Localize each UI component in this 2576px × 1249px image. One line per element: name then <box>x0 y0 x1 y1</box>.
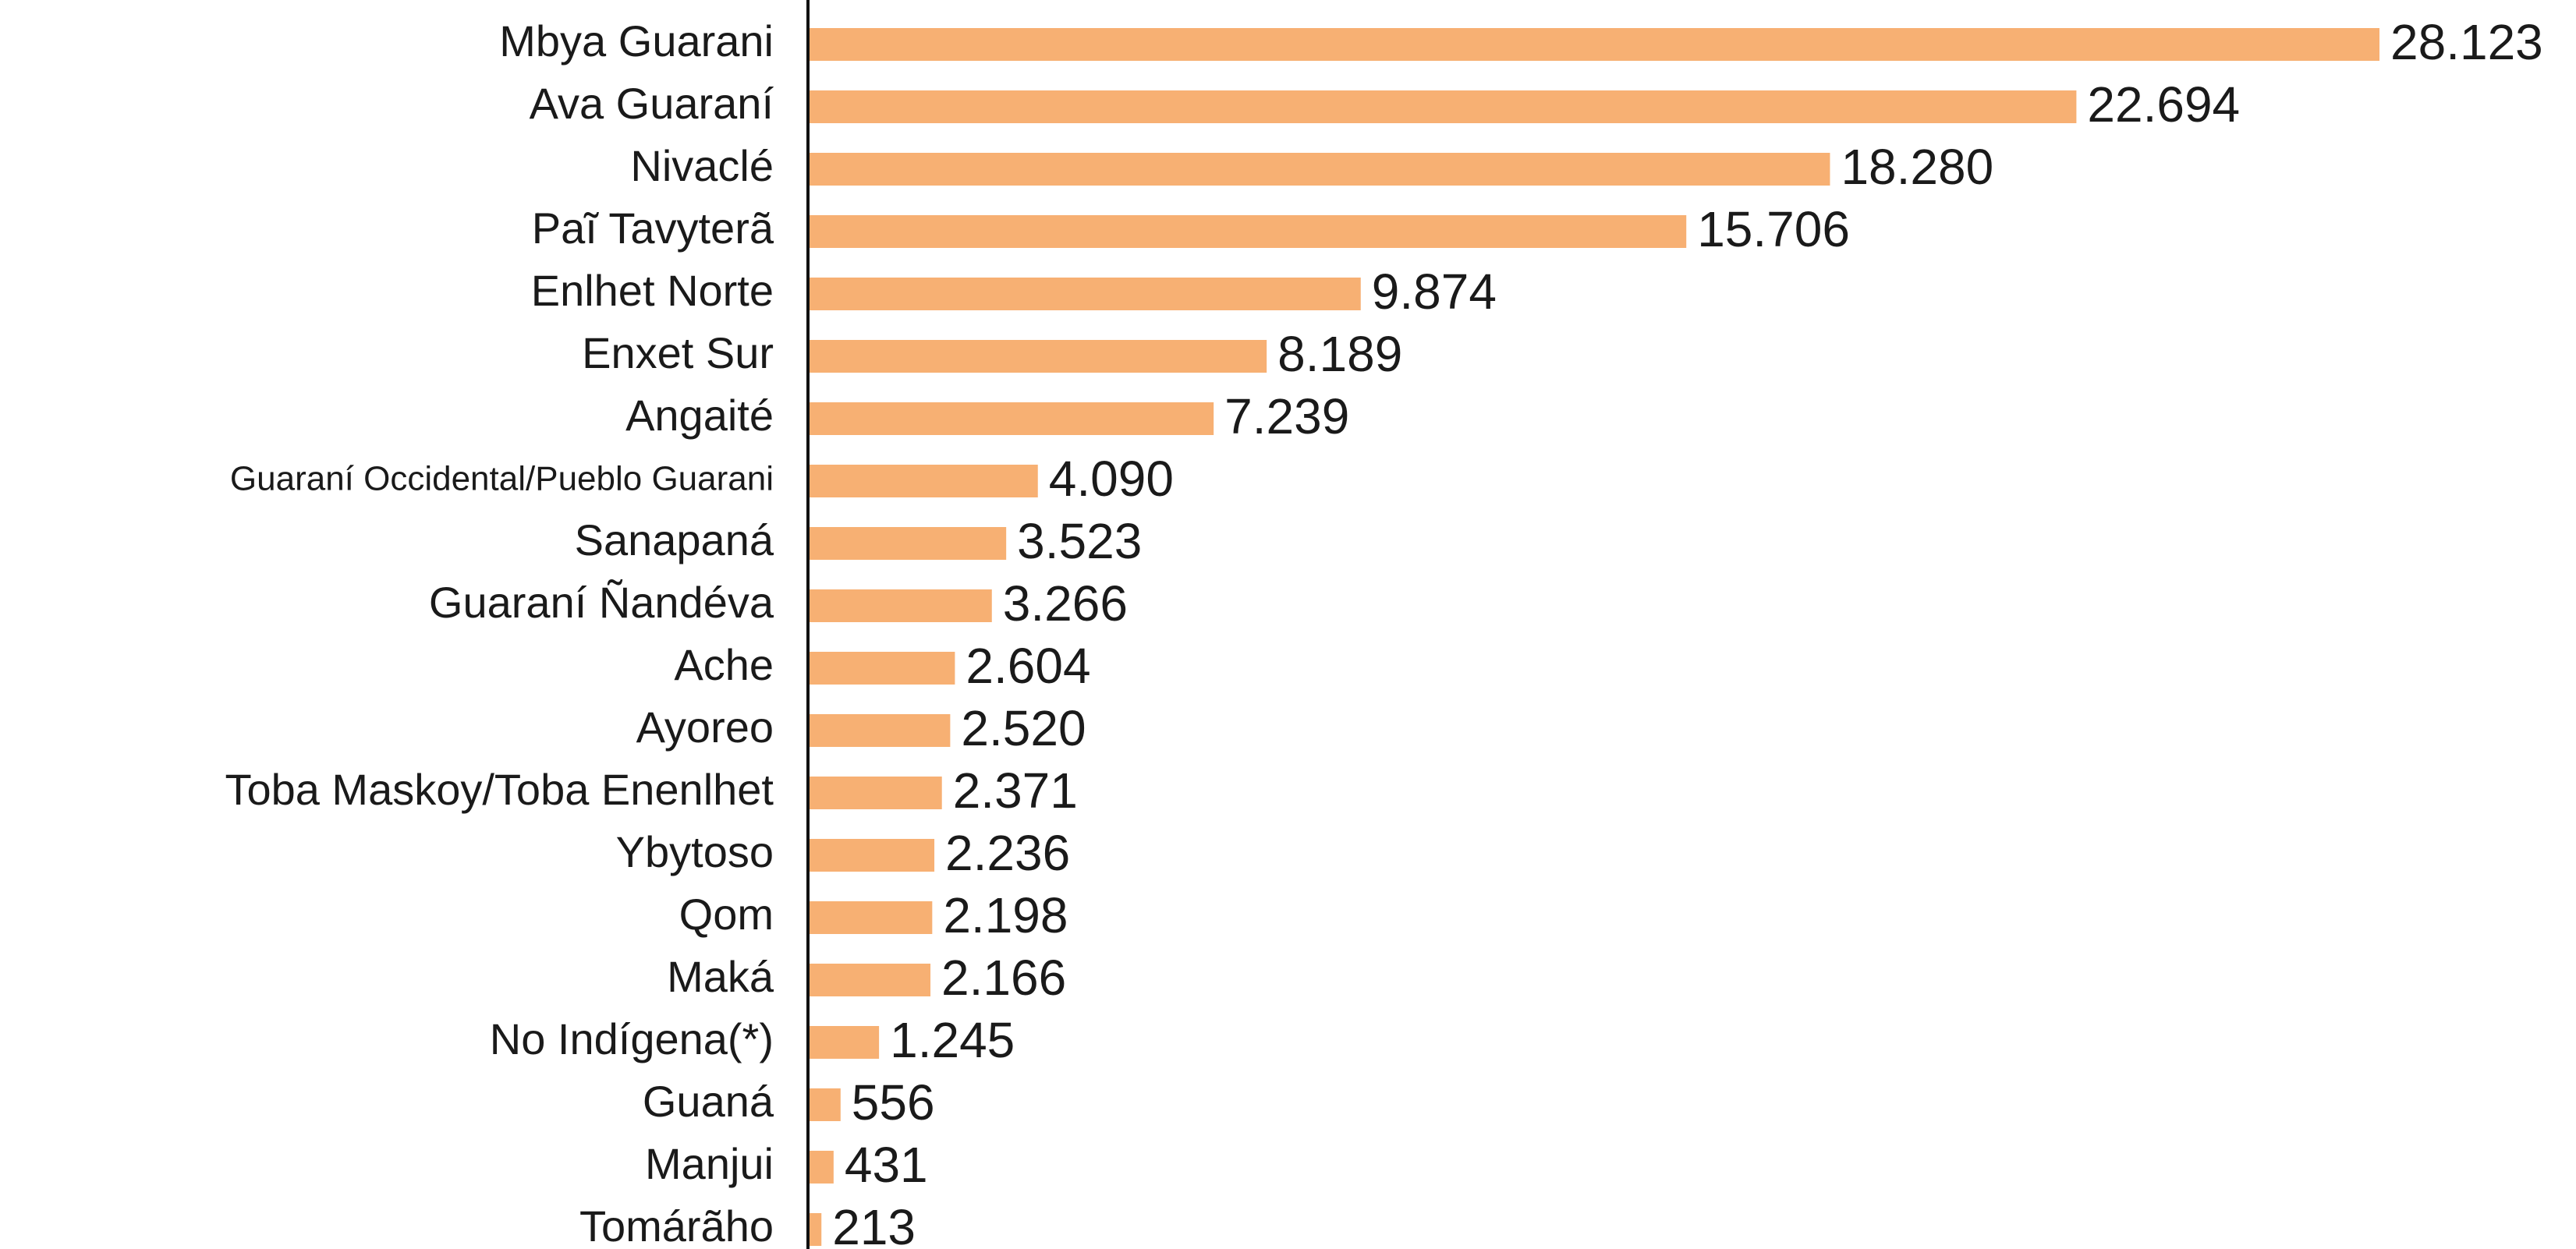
y-tick-label: Enlhet Norte <box>531 266 774 315</box>
value-label: 213 <box>832 1199 916 1249</box>
y-tick-label: Enxet Sur <box>582 328 774 377</box>
bar <box>810 153 1830 186</box>
value-label: 2.166 <box>941 950 1066 1006</box>
value-label: 3.266 <box>1003 575 1128 632</box>
chart: Mbya Guarani 28.123 Ava Guaraní 22.694 Nivac… <box>0 0 2576 1249</box>
bar <box>810 714 950 747</box>
y-tick-label: Sanapaná <box>575 515 774 564</box>
value-label: 2.604 <box>966 638 1090 694</box>
bar <box>810 652 955 685</box>
y-tick-label: Qom <box>679 890 774 939</box>
value-label: 2.198 <box>943 887 1068 943</box>
bar <box>810 839 934 872</box>
bar <box>810 90 2076 123</box>
bar <box>810 964 930 996</box>
bar <box>810 28 2379 61</box>
y-tick-label: Tomárãho <box>579 1201 774 1249</box>
bar <box>810 1151 834 1184</box>
value-label: 2.371 <box>953 762 1078 819</box>
value-label: 7.239 <box>1224 388 1349 444</box>
y-tick-label: Ayoreo <box>636 702 774 752</box>
y-tick-label: No Indígena(*) <box>490 1014 774 1063</box>
bar <box>810 1213 821 1246</box>
value-label: 3.523 <box>1017 513 1142 569</box>
bar <box>810 901 932 934</box>
value-label: 28.123 <box>2390 14 2543 70</box>
y-tick-label: Mbya Guarani <box>499 16 774 65</box>
bar <box>810 589 992 622</box>
y-tick-label: Paĩ Tavyterã <box>532 203 774 253</box>
y-tick-label: Ache <box>674 640 774 689</box>
value-label: 18.280 <box>1841 139 1993 195</box>
y-tick-label: Manjui <box>645 1139 774 1188</box>
bar <box>810 1026 879 1059</box>
value-label: 9.874 <box>1372 264 1497 320</box>
value-label: 556 <box>852 1074 935 1130</box>
bar <box>810 278 1361 310</box>
bar <box>810 1088 841 1121</box>
value-label: 8.189 <box>1277 326 1402 382</box>
bar <box>810 777 942 809</box>
y-tick-label: Guaná <box>643 1077 774 1126</box>
value-label: 15.706 <box>1697 201 1850 257</box>
bar <box>810 465 1038 497</box>
value-label: 2.236 <box>945 825 1070 881</box>
bar <box>810 215 1686 248</box>
bar <box>810 340 1267 373</box>
y-tick-label: Ybytoso <box>616 827 774 876</box>
value-label: 431 <box>845 1137 928 1193</box>
value-label: 4.090 <box>1049 451 1174 507</box>
y-tick-label: Angaité <box>625 391 774 440</box>
y-tick-label: Guaraní Ñandéva <box>429 578 774 627</box>
value-label: 2.520 <box>961 700 1086 756</box>
bar <box>810 527 1006 560</box>
value-label: 22.694 <box>2087 76 2240 133</box>
y-tick-label: Maká <box>667 952 774 1001</box>
bar <box>810 402 1214 435</box>
y-tick-label: Guaraní Occidental/Pueblo Guarani <box>230 460 774 498</box>
value-label: 1.245 <box>890 1012 1015 1068</box>
y-tick-label: Ava Guaraní <box>530 79 774 128</box>
y-tick-label: Toba Maskoy/Toba Enenlhet <box>225 765 774 814</box>
y-tick-label: Nivaclé <box>630 141 774 190</box>
